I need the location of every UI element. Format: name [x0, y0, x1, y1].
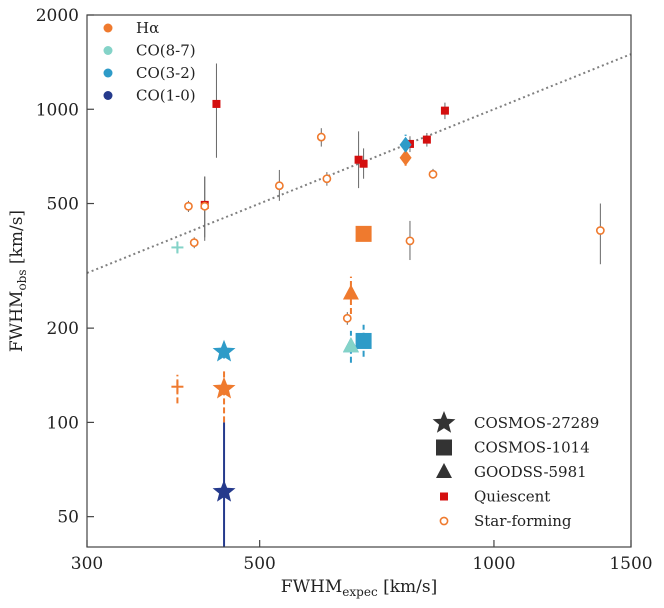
- star-forming-point-3: [274, 181, 284, 191]
- quiescent-point-5: [422, 135, 431, 144]
- legend-marker-label-3: Quiescent: [474, 488, 550, 506]
- x-tick-label-1: 500: [243, 554, 275, 574]
- star-forming-point-1: [189, 238, 199, 248]
- y-tick-label-4: 1000: [36, 100, 79, 120]
- legend-marker-symbol-0: [432, 411, 456, 433]
- target-point-1: [212, 376, 236, 399]
- star-forming-point-9: [595, 226, 605, 235]
- star-forming-point-8: [428, 169, 438, 179]
- legend-marker-label-1: COSMOS-1014: [474, 439, 590, 457]
- target-point-7: [342, 337, 359, 353]
- star-forming-point-7: [405, 236, 415, 246]
- y-axis-label: FWHMobs [km/s]: [7, 210, 29, 352]
- quiescent-point-3: [359, 159, 368, 168]
- legend-line-label-1: CO(8-7): [136, 42, 196, 60]
- star-forming-point-0: [184, 201, 193, 211]
- legend-line-marker-0: [103, 23, 113, 33]
- y-tick-label-3: 500: [47, 195, 79, 215]
- target-point-3: [355, 225, 372, 242]
- legend-marker-symbol-4: [439, 516, 449, 526]
- legend-line-marker-3: [103, 91, 113, 100]
- target-point-0: [212, 479, 236, 502]
- axis-ticks: 300 500 1000 1500 50 100 200 500 1000 2000: [36, 6, 653, 574]
- legend-marker-types: COSMOS-27289 COSMOS-1014 GOODSS-5981 Quiesc…: [432, 411, 599, 530]
- y-tick-label-0: 50: [57, 508, 79, 528]
- star-forming-point-4: [316, 132, 326, 142]
- quiescent-point-6: [440, 106, 449, 115]
- star-forming-point-6: [342, 313, 352, 323]
- legend-line-label-3: CO(1-0): [136, 87, 196, 105]
- target-point-11: [171, 380, 184, 393]
- target-point-4: [355, 332, 372, 349]
- legend-marker-label-0: COSMOS-27289: [474, 414, 599, 432]
- target-point-9: [399, 136, 412, 153]
- quiescent-point-0: [212, 99, 221, 108]
- target-point-5: [342, 284, 359, 300]
- legend-marker-symbol-2: [436, 463, 452, 478]
- y-tick-label-5: 2000: [36, 6, 79, 26]
- legend-marker-symbol-1: [436, 439, 452, 456]
- x-tick-label-0: 300: [71, 554, 103, 574]
- x-tick-label-3: 1500: [609, 554, 652, 574]
- target-point-8: [399, 149, 412, 166]
- legend-line-label-0: Hα: [136, 19, 159, 37]
- legend-marker-label-2: GOODSS-5981: [474, 463, 587, 481]
- legend-line-label-2: CO(3-2): [136, 64, 196, 82]
- legend-line-marker-1: [103, 46, 113, 55]
- y-tick-label-1: 100: [47, 413, 79, 433]
- star-forming-point-2: [200, 201, 210, 211]
- x-axis-label: FWHMexpec [km/s]: [281, 577, 437, 599]
- legend-marker-symbol-3: [440, 492, 448, 501]
- y-tick-label-2: 200: [47, 319, 79, 339]
- target-point-2: [212, 339, 236, 362]
- x-tick-label-2: 1000: [472, 554, 515, 574]
- star-forming-point-5: [322, 174, 332, 184]
- target-point-10: [171, 241, 184, 254]
- legend-line-marker-2: [103, 68, 113, 78]
- plot-frame: [86, 14, 632, 548]
- quiescent-point-2: [354, 155, 363, 164]
- legend-marker-label-4: Star-forming: [474, 512, 572, 530]
- legend-spectral-lines: Hα CO(8-7) CO(3-2) CO(1-0): [103, 19, 196, 105]
- plot-area: [86, 53, 632, 547]
